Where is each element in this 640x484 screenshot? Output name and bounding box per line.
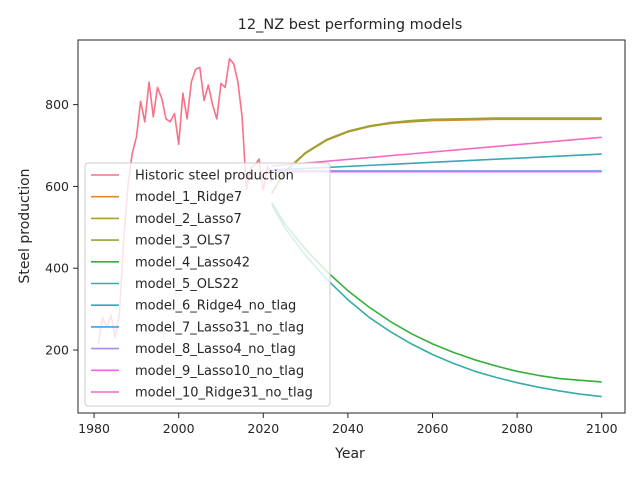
- x-axis-label: Year: [334, 446, 365, 462]
- legend-label-5: model_4_Lasso42: [135, 255, 250, 270]
- legend-label-7: model_6_Ridge4_no_tlag: [135, 299, 296, 314]
- legend-label-6: model_5_OLS22: [135, 277, 239, 292]
- legend-label-1: Historic steel production: [135, 169, 294, 184]
- series-line-4: [271, 117, 602, 194]
- legend-label-9: model_8_Lasso4_no_tlag: [135, 342, 296, 357]
- y-tick-label: 600: [45, 179, 69, 194]
- x-tick-label: 2020: [247, 421, 279, 436]
- x-tick-label: 2080: [501, 421, 533, 436]
- x-tick-label: 2040: [332, 421, 364, 436]
- y-tick-label: 800: [45, 97, 69, 112]
- legend-label-8: model_7_Lasso31_no_tlag: [135, 320, 304, 335]
- x-tick-label: 1980: [78, 421, 110, 436]
- y-tick-label: 200: [45, 343, 69, 358]
- legend-label-11: model_10_Ridge31_no_tlag: [135, 386, 313, 401]
- y-axis-label: Steel production: [17, 168, 33, 283]
- legend-label-3: model_2_Lasso7: [135, 212, 242, 227]
- axes: 1980 2000 2020 2040 2060 2080 2100 200 400 600 800: [45, 39, 626, 436]
- legend-box: [84, 162, 331, 407]
- chart-title: 12_NZ best performing models: [238, 17, 463, 33]
- legend-label-10: model_9_Lasso10_no_tlag: [135, 364, 304, 379]
- legend-label-2: model_1_Ridge7: [135, 190, 242, 205]
- x-tick-label: 2100: [586, 421, 618, 436]
- plot-frame: [77, 39, 626, 414]
- x-tick-label: 2060: [417, 421, 449, 436]
- series-line-11: [271, 136, 602, 167]
- x-tick-label: 2000: [163, 421, 195, 436]
- y-tick-label: 400: [45, 261, 69, 276]
- legend: Historic steel production model_1_Ridge7m…: [84, 162, 331, 407]
- legend-label-4: model_3_OLS7: [135, 234, 231, 249]
